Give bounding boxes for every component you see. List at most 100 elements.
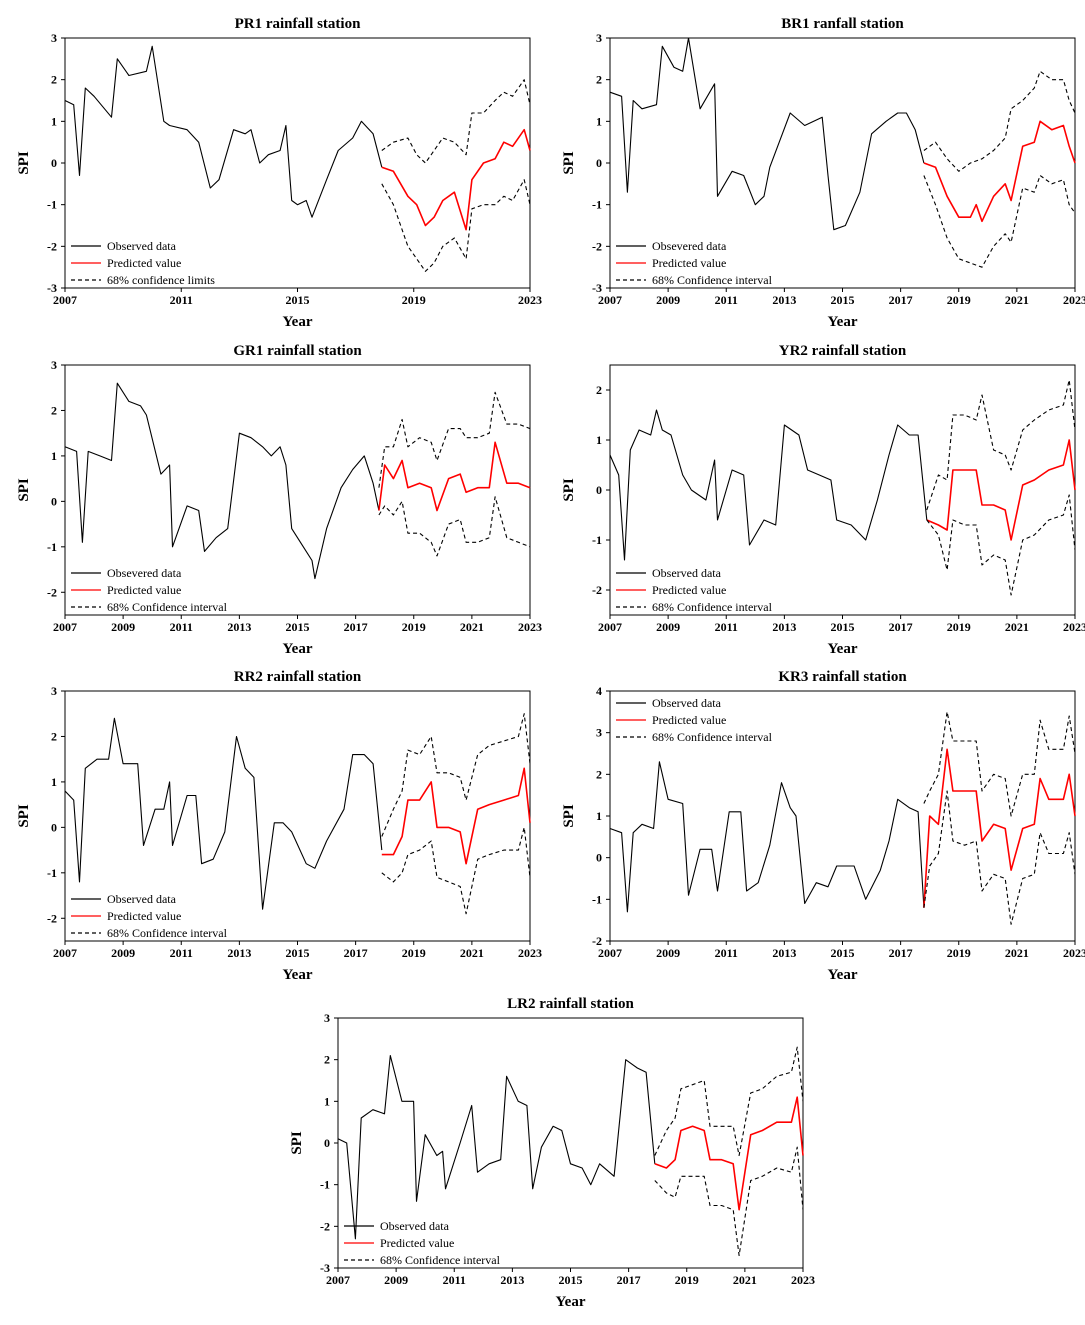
- x-tick-label: 2011: [170, 620, 193, 634]
- x-tick-label: 2023: [518, 293, 542, 307]
- predicted-line: [381, 767, 531, 865]
- x-tick-label: 2021: [733, 1273, 757, 1287]
- x-tick-label: 2017: [344, 620, 368, 634]
- legend-label: Observed data: [652, 566, 722, 580]
- y-axis-label: SPI: [16, 804, 32, 828]
- y-axis-label: SPI: [16, 478, 32, 502]
- x-tick-label: 2017: [889, 946, 913, 960]
- confidence-line: [378, 496, 531, 557]
- chart-panel-kr3: KR3 rainfall station 2007 2009 2011 2013 2015…: [555, 663, 1085, 988]
- legend-label: Obsevered data: [652, 239, 727, 253]
- y-tick-label: 1: [596, 809, 602, 823]
- predicted-line: [923, 748, 1076, 908]
- y-tick-label: -3: [47, 281, 57, 295]
- x-tick-label: 2015: [831, 620, 855, 634]
- confidence-line: [923, 711, 1076, 817]
- y-tick-label: -3: [320, 1261, 330, 1275]
- y-tick-label: 2: [596, 767, 602, 781]
- observed-line: [609, 409, 928, 561]
- x-tick-label: 2023: [1063, 946, 1085, 960]
- legend-label: 68% Confidence interval: [380, 1253, 501, 1267]
- y-tick-label: -1: [592, 533, 602, 547]
- legend-label: Predicted value: [380, 1236, 454, 1250]
- x-tick-label: 2011: [170, 293, 193, 307]
- x-tick-label: 2011: [715, 946, 738, 960]
- x-axis-label: Year: [283, 641, 313, 657]
- y-tick-label: 0: [51, 494, 57, 508]
- observed-line: [337, 1054, 656, 1240]
- x-tick-label: 2019: [675, 1273, 699, 1287]
- x-tick-label: 2013: [227, 946, 251, 960]
- y-tick-label: -3: [592, 281, 602, 295]
- x-axis-label: Year: [828, 641, 858, 657]
- y-tick-label: -2: [47, 911, 57, 925]
- predicted-line: [923, 120, 1076, 223]
- chart-title: RR2 rainfall station: [234, 669, 362, 685]
- y-tick-label: 1: [324, 1094, 330, 1108]
- y-tick-label: -2: [47, 585, 57, 599]
- x-tick-label: 2017: [889, 620, 913, 634]
- legend-label: 68% Confidence interval: [652, 273, 773, 287]
- y-tick-label: -2: [592, 934, 602, 948]
- y-tick-label: 3: [51, 31, 57, 45]
- chart-title: KR3 rainfall station: [778, 669, 907, 685]
- legend-label: 68% Confidence interval: [107, 600, 228, 614]
- y-axis-label: SPI: [561, 804, 577, 828]
- y-tick-label: 0: [596, 851, 602, 865]
- chart-title: LR2 rainfall station: [507, 996, 634, 1012]
- legend-label: 68% Confidence interval: [107, 926, 228, 940]
- x-tick-label: 2015: [831, 293, 855, 307]
- legend-label: Observed data: [380, 1219, 450, 1233]
- y-tick-label: 0: [51, 820, 57, 834]
- y-tick-label: -2: [592, 583, 602, 597]
- chart-title: PR1 rainfall station: [235, 16, 361, 32]
- observed-line: [64, 717, 383, 910]
- x-tick-label: 2021: [1005, 293, 1029, 307]
- chart-title: YR2 rainfall station: [779, 343, 907, 359]
- confidence-line: [381, 826, 531, 915]
- chart-title: BR1 ranfall station: [781, 16, 904, 32]
- y-tick-label: 2: [596, 73, 602, 87]
- y-tick-label: 1: [51, 114, 57, 128]
- x-tick-label: 2019: [947, 293, 971, 307]
- x-tick-label: 2007: [598, 293, 622, 307]
- y-tick-label: -1: [592, 198, 602, 212]
- x-tick-label: 2011: [715, 620, 738, 634]
- x-tick-label: 2007: [53, 293, 77, 307]
- chart-title: GR1 rainfall station: [233, 343, 362, 359]
- x-axis-label: Year: [283, 314, 313, 330]
- x-tick-label: 2021: [1005, 946, 1029, 960]
- confidence-line: [381, 179, 531, 272]
- x-tick-label: 2013: [772, 946, 796, 960]
- legend-label: 68% confidence limits: [107, 273, 215, 287]
- x-tick-label: 2023: [518, 946, 542, 960]
- confidence-line: [381, 713, 531, 837]
- y-tick-label: -1: [47, 866, 57, 880]
- legend-label: Predicted value: [652, 256, 726, 270]
- x-tick-label: 2023: [1063, 293, 1085, 307]
- x-tick-label: 2019: [947, 946, 971, 960]
- x-tick-label: 2007: [53, 946, 77, 960]
- x-tick-label: 2013: [772, 293, 796, 307]
- y-axis-label: SPI: [561, 151, 577, 175]
- x-tick-label: 2021: [460, 620, 484, 634]
- y-axis-label: SPI: [561, 478, 577, 502]
- chart-panel-rr2: RR2 rainfall station 2007 2009 2011 2013 2015…: [10, 663, 545, 988]
- x-tick-label: 2017: [617, 1273, 641, 1287]
- x-tick-label: 2021: [1005, 620, 1029, 634]
- y-tick-label: 4: [596, 684, 602, 698]
- x-tick-label: 2009: [656, 946, 680, 960]
- confidence-line: [926, 379, 1076, 511]
- confidence-line: [378, 391, 531, 488]
- y-axis-label: SPI: [16, 151, 32, 175]
- x-tick-label: 2023: [791, 1273, 815, 1287]
- x-tick-label: 2017: [344, 946, 368, 960]
- y-tick-label: 3: [596, 31, 602, 45]
- x-tick-label: 2013: [772, 620, 796, 634]
- legend-label: Predicted value: [107, 909, 181, 923]
- y-tick-label: -1: [47, 198, 57, 212]
- x-tick-label: 2011: [715, 293, 738, 307]
- confidence-line: [923, 174, 1076, 268]
- x-tick-label: 2009: [656, 620, 680, 634]
